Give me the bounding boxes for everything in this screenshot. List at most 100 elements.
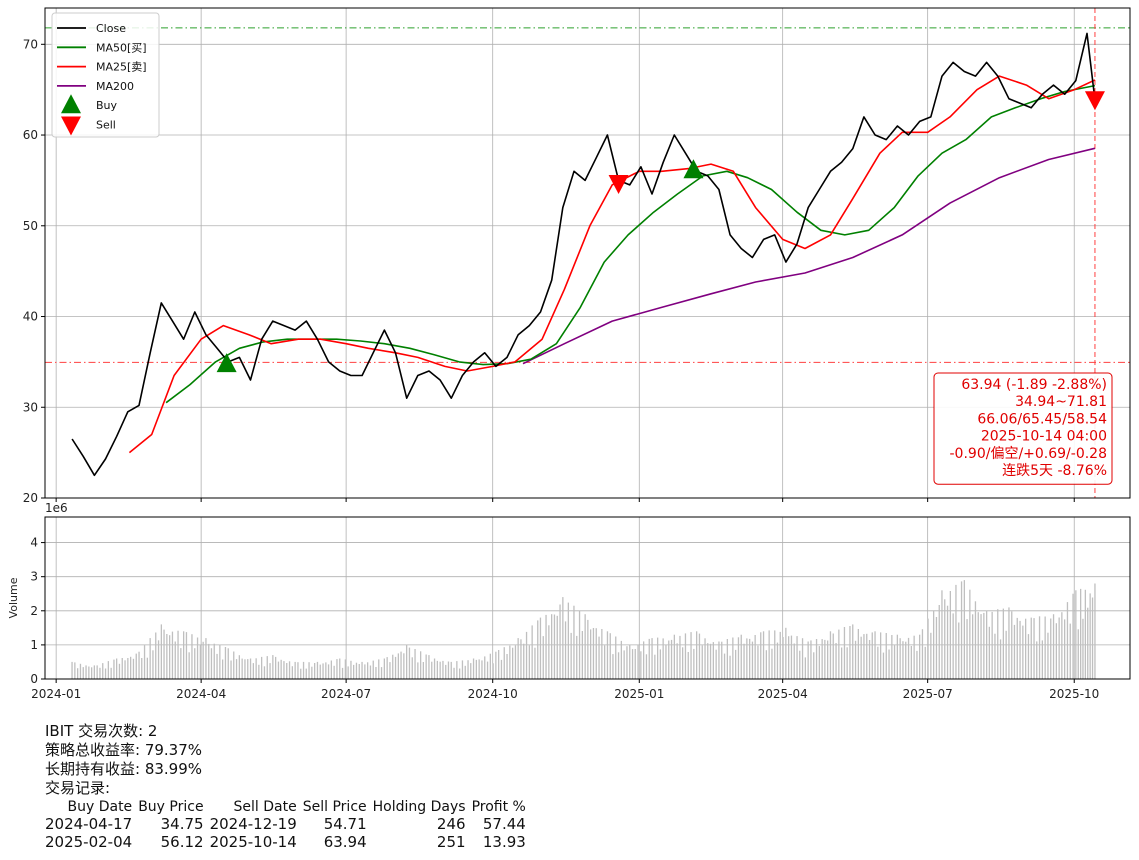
volume-bar [584, 614, 586, 679]
volume-bar [171, 631, 174, 679]
volume-bar [654, 654, 656, 679]
volume-bar [846, 647, 848, 679]
info-box-line: -0.90/偏空/+0.69/-0.28 [950, 446, 1108, 462]
volume-bar [325, 662, 327, 679]
volume-bar [155, 632, 157, 679]
volume-bar [157, 640, 160, 679]
volume-bar [520, 639, 522, 679]
legend-label: Sell [96, 119, 116, 132]
volume-bar [913, 635, 915, 679]
volume-bar [715, 649, 717, 679]
volume-bar [941, 590, 943, 679]
volume-bar [592, 628, 595, 679]
volume-bar [735, 649, 737, 679]
volume-bar [643, 641, 645, 679]
volume-bar [263, 666, 266, 679]
volume-bar [130, 656, 132, 679]
volume-y-tick-label: 4 [30, 536, 38, 550]
volume-bar [849, 626, 851, 679]
info-box-line: 63.94 (-1.89 -2.88%) [961, 377, 1107, 393]
header-buy-price: Buy Price [138, 799, 204, 815]
volume-bar [701, 645, 703, 679]
volume-bar [495, 651, 497, 679]
buy-hold-return: 长期持有收益: 83.99% [45, 760, 203, 778]
volume-panel: 2024-01 2024-04 2024-07 2024-10 2025-01 2025-… [7, 501, 1131, 701]
volume-bar [657, 637, 659, 679]
volume-bar [330, 660, 332, 679]
volume-bar [107, 661, 109, 679]
price-y-tick-label: 70 [23, 37, 38, 51]
volume-bar [372, 660, 374, 679]
volume-bar [110, 667, 112, 679]
volume-bar [280, 659, 282, 679]
volume-bar [353, 664, 355, 679]
volume-bar [573, 605, 575, 679]
volume-bar [525, 631, 528, 679]
volume-bar [866, 633, 868, 679]
volume-bar [893, 645, 896, 679]
volume-bar [852, 624, 854, 679]
volume-bar [339, 658, 341, 679]
volume-bar [344, 659, 346, 679]
volume-bar [637, 644, 639, 679]
volume-bar [397, 653, 399, 679]
volume-bar [801, 638, 804, 679]
volume-bar [422, 662, 424, 679]
series-line-ma200 [522, 147, 1096, 365]
header-sell-price: Sell Price [302, 799, 367, 815]
volume-bar [983, 612, 985, 679]
volume-bar [1069, 623, 1071, 679]
volume-bar [188, 652, 190, 679]
strategy-stats: IBIT 交易次数: 2 策略总收益率: 79.37% 长期持有收益: 83.9… [45, 722, 745, 851]
cell-sell-date: 2024-12-19 [209, 815, 297, 833]
volume-bar [475, 659, 477, 679]
volume-bar [286, 663, 288, 679]
volume-bar [668, 640, 670, 679]
volume-bar [952, 613, 954, 679]
volume-bar [394, 656, 397, 679]
volume-bar [1058, 617, 1060, 679]
cell-buy-price: 34.75 [160, 815, 204, 833]
volume-bar [729, 655, 731, 679]
volume-bar [980, 614, 982, 679]
volume-bar [149, 638, 151, 679]
volume-bar [113, 659, 115, 679]
volume-bar [880, 632, 882, 679]
legend-label: Buy [96, 99, 118, 112]
volume-bar [127, 658, 129, 679]
volume-bar [1041, 640, 1043, 679]
volume-bar [768, 630, 770, 679]
volume-bar [977, 612, 979, 679]
volume-bar [938, 605, 940, 679]
volume-bar [1061, 612, 1063, 679]
legend-sell-swatch [61, 116, 81, 136]
volume-bar [210, 648, 213, 679]
x-tick-label: 2024-10 [468, 687, 518, 701]
cell-profit: 57.44 [482, 815, 526, 833]
volume-bar [905, 641, 907, 679]
volume-bar [269, 663, 271, 679]
volume-bar [266, 656, 268, 679]
volume-bar [453, 667, 455, 679]
strategy-return: 策略总收益率: 79.37% [45, 741, 203, 759]
volume-bar [102, 663, 104, 679]
header-profit: Profit % [471, 799, 526, 815]
volume-bar [261, 656, 263, 679]
volume-bar [782, 637, 784, 679]
volume-bar [760, 632, 762, 679]
volume-bar [723, 653, 726, 679]
volume-bar [944, 599, 946, 679]
cell-sell-date: 2025-10-14 [209, 833, 297, 851]
volume-bar [827, 640, 829, 679]
volume-bar [327, 664, 330, 679]
volume-bar [749, 638, 751, 679]
cell-sell-price: 54.71 [323, 815, 367, 833]
volume-bar [796, 636, 798, 679]
volume-bar [559, 604, 561, 679]
volume-bar [244, 659, 246, 679]
price-axis: 20 30 40 50 60 70 [23, 37, 1075, 505]
volume-bar [177, 630, 179, 679]
volume-bar [166, 634, 168, 679]
volume-bar [400, 651, 402, 679]
